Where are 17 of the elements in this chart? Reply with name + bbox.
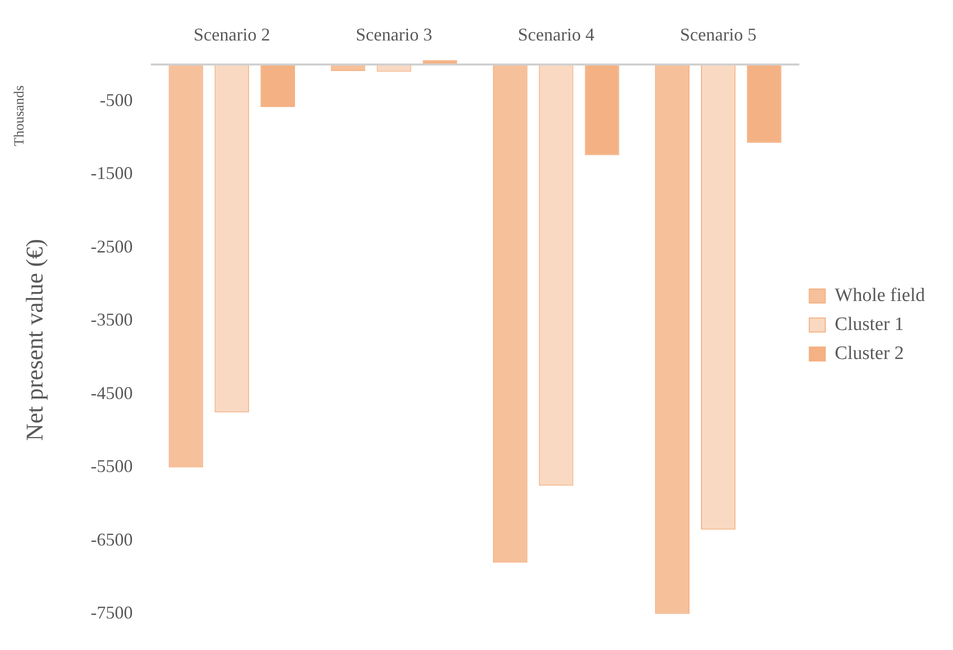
x-tick-label: Scenario 4 bbox=[518, 24, 594, 45]
text: Thousands bbox=[12, 85, 28, 146]
y-tick-label: -6500 bbox=[90, 529, 133, 550]
legend-label: Cluster 2 bbox=[834, 342, 904, 364]
x-tick-label: Scenario 3 bbox=[356, 24, 432, 45]
x-tick-label: Scenario 5 bbox=[680, 24, 756, 45]
y-axis-title: Net present value (€) bbox=[22, 238, 49, 441]
y-tick-label: -2500 bbox=[90, 236, 133, 256]
legend-label: Whole field bbox=[834, 284, 926, 306]
y-tick-label: -5500 bbox=[90, 456, 133, 476]
y-tick-label: -1500 bbox=[90, 163, 133, 184]
legend-label: Cluster 1 bbox=[834, 314, 904, 335]
y-tick-label: -7500 bbox=[90, 602, 133, 623]
y-tick-label: -4500 bbox=[90, 382, 133, 403]
x-tick-label: Scenario 2 bbox=[194, 24, 270, 45]
y-tick-label: -500 bbox=[100, 90, 133, 110]
y-tick-label: -3500 bbox=[90, 310, 133, 330]
